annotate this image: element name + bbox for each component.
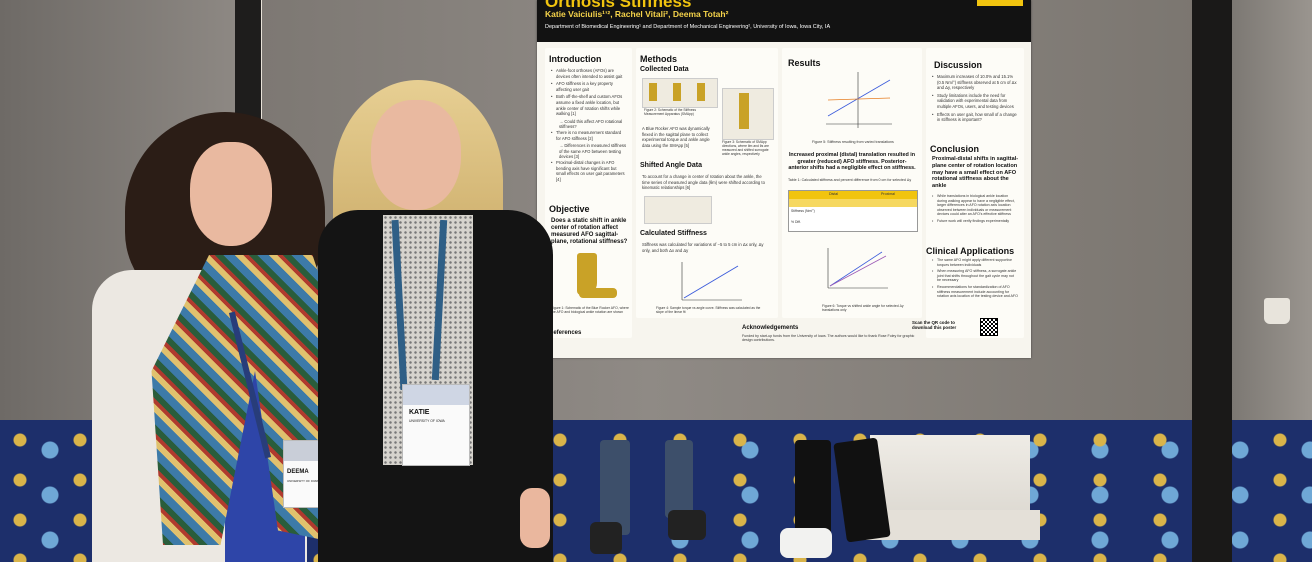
introduction-list: Ankle-foot orthoses (AFOs) are devices o…: [551, 68, 627, 182]
table-caption: Table 1: Calculated stiffness and percen…: [788, 178, 912, 182]
methods-heading: Methods: [640, 54, 677, 64]
poster-header: Orthosis Stiffness Katie Vaiciulis¹ʼ², R…: [537, 0, 1031, 42]
equation-box: [644, 196, 712, 224]
conclusion-body: While translations in biological ankle l…: [932, 194, 1018, 226]
discussion-bullet: Study limitations include the need for v…: [932, 93, 1018, 110]
badge-org: UNIVERSITY OF IOWA: [287, 479, 319, 483]
poster-column-methods: Methods Collected Data Figure 2: Schemat…: [636, 48, 778, 318]
intro-bullet: Both off-the-shelf and custom AFOs assum…: [551, 94, 627, 116]
conclusion-bullet: Future work will verify findings experim…: [932, 219, 1018, 224]
introduction-body: Ankle-foot orthoses (AFOs) are devices o…: [551, 68, 627, 184]
stiffness-table: Distal Proximal Stiffness (Nm/°) % Diff.: [788, 190, 918, 232]
wall-panel-right: [1232, 0, 1312, 420]
clinical-bullet: When measuring AFO stiffness, a surrogat…: [932, 269, 1018, 283]
smapp-figure: [642, 78, 718, 108]
results-highlight: Increased proximal (distal) translation …: [788, 152, 916, 172]
katie-name-badge: KATIE UNIVERSITY OF IOWA: [402, 384, 470, 466]
methods-text-1: A Blue Rocker AFO was dynamically flexed…: [642, 126, 710, 148]
afo-boot-figure: [577, 253, 597, 295]
badge-strip: [284, 441, 328, 461]
shifted-torque-plot: [827, 248, 888, 289]
poster-title: Orthosis Stiffness: [545, 0, 692, 11]
shifted-angle-heading: Shifted Angle Data: [640, 162, 702, 169]
acknowledgements-text: Funded by start-up funds from the Univer…: [742, 334, 915, 343]
research-poster: Orthosis Stiffness Katie Vaiciulis¹ʼ², R…: [537, 0, 1031, 358]
torque-angle-plot: [681, 262, 742, 301]
methods-text-3: Stiffness was calculated for variations …: [642, 242, 764, 253]
table-row-label: % Diff.: [791, 220, 801, 224]
afo-foot-plate: [579, 288, 617, 298]
clinical-applications-heading: Clinical Applications: [926, 246, 1015, 256]
university-logo-bar: [977, 0, 1023, 6]
results-heading: Results: [788, 58, 821, 68]
intro-bullet: Ankle-foot orthoses (AFOs) are devices o…: [551, 68, 627, 79]
person-katie-hand: [520, 488, 550, 548]
poster-affiliation: Department of Biomedical Engineering¹ an…: [545, 24, 831, 30]
figure-6-caption: Figure 6: Torque vs shifted ankle angle …: [822, 304, 904, 312]
methods-text-2: To account for a change in center of rot…: [642, 174, 765, 191]
badge-strip: [403, 385, 469, 405]
figure-2-caption: Figure 2: Schematic of the Stiffness Mea…: [644, 108, 696, 116]
pedestal-base: [860, 510, 1040, 540]
clinical-bullet: Recommendations for standardization of A…: [932, 285, 1018, 299]
intro-sub: → Differences in measured stiffness of t…: [559, 143, 627, 160]
table-group-header: Distal Proximal: [789, 191, 917, 199]
conclusion-bullet: While translations in biological ankle l…: [932, 194, 1018, 217]
qr-code[interactable]: [980, 318, 998, 336]
conclusion-heading: Conclusion: [930, 144, 979, 154]
objective-heading: Objective: [549, 204, 590, 214]
intro-sub: → Could this affect AFO rotational stiff…: [559, 118, 623, 130]
poster-column-intro: Introduction Ankle-foot orthoses (AFOs) …: [545, 48, 632, 338]
figure-5-caption: Figure 5: Stiffness resulting from varie…: [812, 140, 894, 144]
figure-3-caption: Figure 3: Schematic of SMApp directions,…: [722, 140, 769, 156]
qr-caption: Scan the QR code to download this poster: [912, 320, 957, 330]
board-pole-right: [1192, 0, 1232, 562]
poster-column-discussion: Discussion Maximum increases of 10.0% an…: [912, 48, 1024, 338]
intro-bullet: There is no measurement standard for AFO…: [551, 130, 627, 141]
poster-column-results: Results Figure 5: Stiffness resulting fr…: [782, 48, 922, 318]
badge-org: UNIVERSITY OF IOWA: [409, 419, 445, 423]
person-deema-face: [190, 142, 272, 246]
table-group-proximal: Proximal: [881, 192, 895, 196]
badge-name: KATIE: [409, 409, 430, 416]
badge-name: DEEMA: [287, 469, 309, 475]
clinical-bullet: The same AFO might apply different suppo…: [932, 258, 1018, 267]
objective-text: Does a static shift in ankle center of r…: [551, 218, 628, 245]
clinical-body: The same AFO might apply different suppo…: [932, 258, 1018, 301]
stiffness-plot: [826, 72, 892, 128]
calculated-stiffness-heading: Calculated Stiffness: [640, 230, 707, 237]
table-header-row: [789, 199, 917, 207]
paper-cup: [1264, 298, 1290, 324]
table-row-label: Stiffness (Nm/°): [791, 209, 815, 213]
person-katie-face: [371, 100, 461, 210]
introduction-heading: Introduction: [549, 54, 602, 64]
intro-bullet: Proximal-distal changes in AFO bending a…: [551, 160, 627, 182]
figure-1-caption: Figure 1: Schematic of the Blue Rocker A…: [551, 306, 629, 315]
conclusion-text: Proximal-distal shifts in sagittal-plane…: [932, 156, 1019, 190]
references-heading: References: [549, 330, 582, 336]
smapp-direction-figure: [722, 88, 774, 140]
discussion-heading: Discussion: [934, 60, 983, 70]
intro-bullet: AFO stiffness is a key property affectin…: [551, 81, 627, 92]
discussion-bullet: Maximum increases of 10.0% and 15.1% (0.…: [932, 74, 1018, 91]
figure-4-caption: Figure 4: Sample torque vs angle curve. …: [656, 306, 761, 314]
discussion-bullet: Effects on user gait, how small of a cha…: [932, 112, 1018, 123]
collected-data-heading: Collected Data: [640, 66, 689, 73]
table-group-distal: Distal: [829, 192, 838, 196]
acknowledgements-heading: Acknowledgements: [742, 325, 799, 331]
discussion-body: Maximum increases of 10.0% and 15.1% (0.…: [932, 74, 1018, 125]
poster-authors: Katie Vaiciulis¹ʼ², Rachel Vitali², Deem…: [545, 9, 729, 19]
